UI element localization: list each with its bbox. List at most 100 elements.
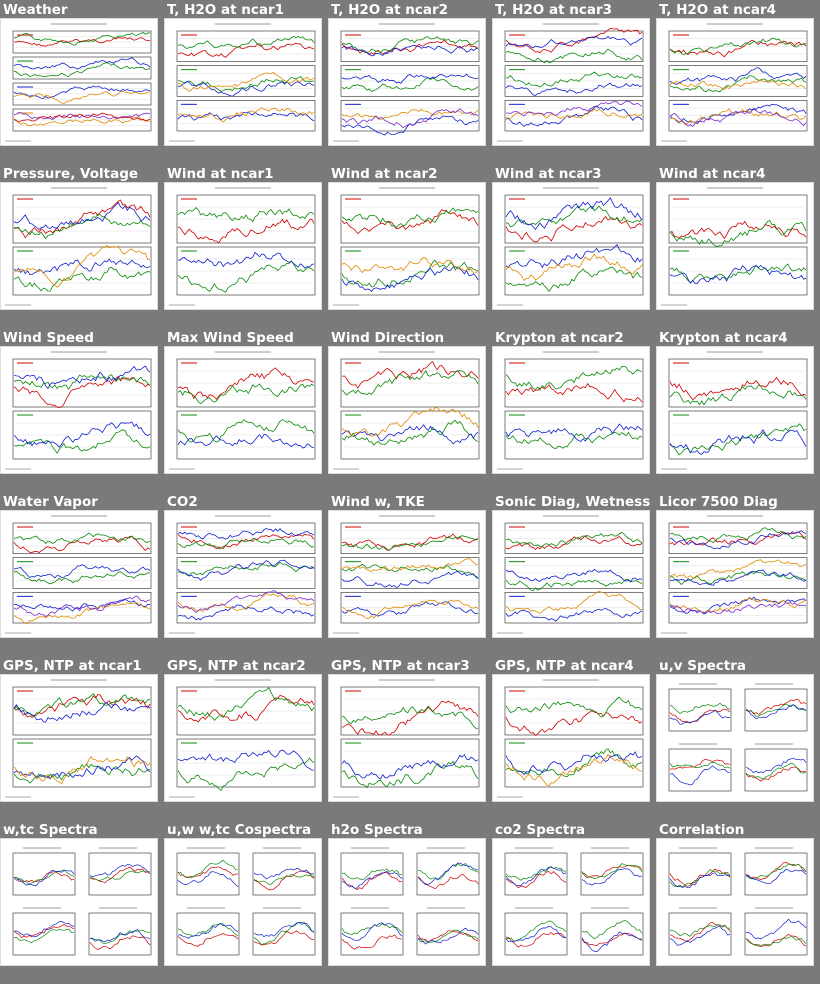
plot-thumbnail-link[interactable] bbox=[164, 838, 322, 966]
spectrum-line bbox=[89, 864, 151, 878]
plot-thumbnail-link[interactable] bbox=[0, 838, 158, 966]
spectrum-line bbox=[581, 920, 643, 940]
plot-thumbnail-link[interactable] bbox=[492, 510, 650, 638]
spectrum-line bbox=[89, 870, 151, 881]
spectrum-line bbox=[745, 757, 807, 774]
plot-thumbnail-link[interactable] bbox=[0, 510, 158, 638]
series-line bbox=[341, 407, 479, 437]
plot-title: Weather bbox=[3, 2, 68, 18]
plot-thumbnail-link[interactable] bbox=[656, 346, 814, 474]
plot-thumbnail-link[interactable] bbox=[164, 510, 322, 638]
series-line bbox=[505, 535, 643, 551]
plot-title: Krypton at ncar2 bbox=[495, 330, 624, 346]
series-line bbox=[341, 599, 479, 620]
series-line bbox=[177, 80, 315, 97]
plot-thumbnail-link[interactable] bbox=[656, 510, 814, 638]
series-line bbox=[341, 256, 479, 274]
plot-thumbnail-link[interactable] bbox=[328, 182, 486, 310]
spectrum-line bbox=[745, 863, 807, 880]
series-line bbox=[13, 374, 151, 390]
series-line bbox=[505, 253, 643, 282]
plot-thumbnail-image bbox=[333, 515, 480, 634]
plot-thumbnail-image bbox=[333, 23, 480, 142]
plot-thumbnail-image bbox=[504, 847, 644, 956]
plot-cell: T, H2O at ncar2 bbox=[328, 0, 488, 160]
series-line bbox=[13, 57, 151, 70]
plot-thumbnail-link[interactable] bbox=[492, 838, 650, 966]
plot-title: Wind at ncar4 bbox=[659, 166, 766, 182]
plot-thumbnail-image bbox=[12, 847, 152, 956]
series-line bbox=[669, 37, 807, 56]
series-line bbox=[505, 266, 643, 293]
plot-cell: Wind at ncar1 bbox=[164, 164, 324, 324]
plot-cell: CO2 bbox=[164, 492, 324, 652]
series-line bbox=[13, 244, 151, 288]
plot-thumbnail-link[interactable] bbox=[164, 182, 322, 310]
plot-thumbnail-link[interactable] bbox=[0, 18, 158, 146]
series-line bbox=[341, 601, 478, 617]
plot-title: u,v Spectra bbox=[659, 658, 747, 674]
series-line bbox=[177, 604, 315, 621]
plot-thumbnail-link[interactable] bbox=[0, 674, 158, 802]
plot-thumbnail-image bbox=[661, 187, 808, 306]
plot-thumbnail-link[interactable] bbox=[328, 674, 486, 802]
series-line bbox=[505, 71, 643, 88]
plot-thumbnail-link[interactable] bbox=[328, 838, 486, 966]
plot-cell: Water Vapor bbox=[0, 492, 160, 652]
series-line bbox=[341, 36, 479, 54]
plot-title: Wind at ncar3 bbox=[495, 166, 602, 182]
spectrum-line bbox=[253, 868, 315, 880]
spectrum-line bbox=[14, 928, 75, 943]
plot-thumbnail-link[interactable] bbox=[656, 18, 814, 146]
plot-thumbnail-link[interactable] bbox=[656, 838, 814, 966]
plot-thumbnail-link[interactable] bbox=[492, 346, 650, 474]
series-line bbox=[341, 700, 479, 736]
series-line bbox=[177, 757, 315, 792]
series-line bbox=[13, 258, 151, 276]
plot-cell: Wind at ncar2 bbox=[328, 164, 488, 324]
series-line bbox=[669, 376, 807, 401]
plot-title: T, H2O at ncar3 bbox=[495, 2, 613, 18]
series-line bbox=[13, 595, 151, 617]
series-line bbox=[669, 596, 807, 615]
series-line bbox=[177, 559, 315, 581]
plot-cell: GPS, NTP at ncar4 bbox=[492, 656, 652, 816]
plot-thumbnail-link[interactable] bbox=[328, 510, 486, 638]
series-line bbox=[341, 570, 479, 588]
plot-thumbnail-link[interactable] bbox=[328, 346, 486, 474]
spectrum-line bbox=[89, 929, 151, 943]
series-line bbox=[505, 751, 643, 775]
series-line bbox=[13, 421, 151, 448]
plot-title: T, H2O at ncar4 bbox=[659, 2, 777, 18]
plot-thumbnail-image bbox=[169, 23, 316, 142]
plot-title: Correlation bbox=[659, 822, 745, 838]
spectrum-line bbox=[341, 870, 403, 889]
plot-thumbnail-link[interactable] bbox=[328, 18, 486, 146]
plot-thumbnail-link[interactable] bbox=[164, 674, 322, 802]
plot-thumbnail-link[interactable] bbox=[492, 674, 650, 802]
plot-thumbnail-image bbox=[169, 515, 316, 634]
plot-thumbnail-link[interactable] bbox=[164, 346, 322, 474]
series-line bbox=[505, 244, 643, 269]
series-line bbox=[177, 260, 315, 293]
plot-thumbnail-image bbox=[5, 23, 152, 142]
plot-cell: Sonic Diag, Wetness bbox=[492, 492, 652, 652]
spectrum-line bbox=[669, 869, 731, 888]
plot-thumbnail-link[interactable] bbox=[656, 182, 814, 310]
subplot-frame bbox=[88, 852, 152, 896]
plot-cell: Weather bbox=[0, 0, 160, 160]
series-line bbox=[505, 423, 643, 442]
plot-title: CO2 bbox=[167, 494, 198, 510]
series-line bbox=[177, 383, 315, 404]
plot-thumbnail-link[interactable] bbox=[492, 182, 650, 310]
plot-thumbnail-link[interactable] bbox=[492, 18, 650, 146]
plot-thumbnail-link[interactable] bbox=[0, 346, 158, 474]
plot-thumbnail-link[interactable] bbox=[0, 182, 158, 310]
plot-thumbnail-link[interactable] bbox=[656, 674, 814, 802]
series-line bbox=[177, 218, 315, 244]
plot-thumbnail-link[interactable] bbox=[164, 18, 322, 146]
plot-cell: Max Wind Speed bbox=[164, 328, 324, 488]
series-line bbox=[13, 62, 151, 78]
spectrum-line bbox=[253, 930, 315, 946]
plot-thumbnail-image bbox=[497, 679, 644, 798]
